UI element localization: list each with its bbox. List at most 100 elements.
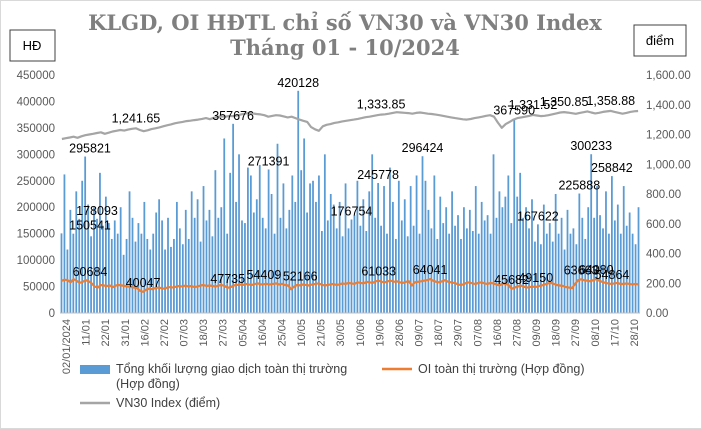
x-tick-label: 16/04: [257, 319, 269, 347]
x-tick-label: 30/05: [335, 319, 347, 347]
legend-label-oi: OI toàn thị trường (Hợp đồng): [418, 362, 585, 376]
vn30-index-line: [61, 109, 639, 141]
volume-bar: [380, 225, 382, 313]
volume-bar: [173, 238, 175, 313]
volume-bar: [341, 236, 344, 313]
volume-bar: [229, 172, 232, 313]
volume-bar: [190, 191, 193, 313]
volume-bar: [448, 233, 451, 313]
volume-bar: [122, 254, 125, 313]
left-tick-label: 50000: [23, 282, 55, 294]
volume-bar: [244, 223, 246, 313]
oi-data-label: 64041: [413, 263, 448, 277]
volume-bar: [613, 220, 616, 313]
volume-bar: [392, 201, 394, 313]
volume-bar: [202, 186, 205, 313]
volume-bar: [412, 225, 415, 313]
left-tick-label: 300000: [17, 149, 55, 161]
volume-bar: [178, 228, 181, 313]
volume-bar: [318, 175, 320, 313]
volume-bar: [368, 191, 371, 313]
volume-bar: [329, 194, 332, 313]
volume-data-label: 176754: [331, 205, 373, 219]
volume-data-label: 167622: [517, 209, 559, 223]
volume-bar: [303, 138, 306, 313]
volume-bar: [584, 238, 587, 313]
volume-bar: [406, 236, 409, 313]
volume-bar: [531, 199, 533, 313]
oi-data-label: 49150: [518, 271, 553, 285]
volume-data-label: 225888: [558, 179, 600, 193]
volume-bar: [477, 233, 480, 313]
chart-title-line-1: KLGD, OI HĐTL chỉ số VN30 và VN30 Index: [88, 10, 602, 35]
volume-bar: [60, 233, 63, 313]
volume-bar: [110, 238, 113, 313]
chart-title-line-2: Tháng 01 - 10/2024: [230, 35, 460, 60]
volume-bar: [510, 223, 513, 313]
volume-data-label: 296424: [402, 141, 444, 155]
x-tick-label: 18/07: [433, 319, 445, 347]
volume-bars: [60, 90, 640, 313]
right-tick-label: 200.00: [646, 278, 681, 290]
volume-bar: [255, 199, 258, 313]
x-tick-label: 25/04: [276, 319, 288, 347]
x-tick-label: 05/04: [237, 319, 249, 347]
x-tick-label: 21/05: [316, 319, 328, 347]
volume-bar: [457, 215, 459, 313]
volume-bar: [560, 217, 563, 313]
left-tick-label: 450000: [17, 70, 55, 82]
oi-data-label: 45682: [494, 273, 529, 287]
volume-bar: [119, 207, 122, 313]
x-tick-label: 11/01: [81, 319, 93, 346]
volume-bar: [537, 224, 539, 313]
volume-bar: [78, 218, 81, 313]
x-tick-label: 18/09: [551, 319, 563, 347]
volume-bar: [596, 186, 598, 313]
volume-bar: [593, 217, 596, 313]
volume-bar: [75, 191, 78, 313]
volume-bar: [433, 175, 436, 313]
x-tick-label: 09/09: [531, 319, 543, 347]
volume-bar: [566, 209, 569, 313]
volume-bar: [471, 231, 474, 313]
volume-bar: [622, 186, 625, 313]
volume-bar: [184, 209, 187, 313]
volume-bar: [137, 223, 140, 313]
volume-bar: [187, 238, 190, 313]
volume-bar: [551, 241, 554, 313]
volume-bar: [451, 191, 453, 313]
volume-data-label: 357676: [212, 109, 254, 123]
volume-bar: [232, 123, 234, 313]
volume-data-label: 300233: [570, 139, 612, 153]
oi-line: [61, 278, 639, 293]
right-tick-label: 400.00: [646, 249, 681, 261]
volume-bar: [418, 233, 421, 313]
volume-bar: [155, 212, 158, 313]
volume-bar: [315, 201, 317, 313]
oi-data-label: 60684: [73, 265, 108, 279]
vn30-data-label: 1,350.85: [540, 95, 589, 109]
volume-bar: [247, 167, 249, 313]
x-tick-label: 19/06: [374, 319, 386, 347]
volume-bar: [276, 143, 279, 313]
x-tick-label: 28/06: [394, 319, 406, 347]
volume-bar: [400, 220, 403, 313]
legend: Tổng khối lượng giao dịch toàn thị trườn…: [80, 362, 585, 410]
volume-bar: [442, 223, 445, 313]
volume-bar: [312, 180, 314, 313]
volume-bar: [264, 228, 267, 313]
oi-data-label: 54409: [247, 268, 282, 282]
volume-bar: [220, 207, 223, 313]
volume-bar: [528, 228, 530, 313]
volume-bar: [498, 191, 501, 313]
volume-bar: [374, 217, 377, 313]
volume-bar: [291, 175, 294, 313]
x-tick-label: 29/07: [453, 319, 465, 347]
volume-data-label: 367590: [493, 104, 535, 118]
volume-data-label: 271391: [248, 155, 290, 169]
volume-bar: [578, 193, 581, 313]
volume-bar: [134, 241, 137, 313]
volume-bar: [93, 207, 95, 313]
volume-bar: [87, 204, 89, 313]
